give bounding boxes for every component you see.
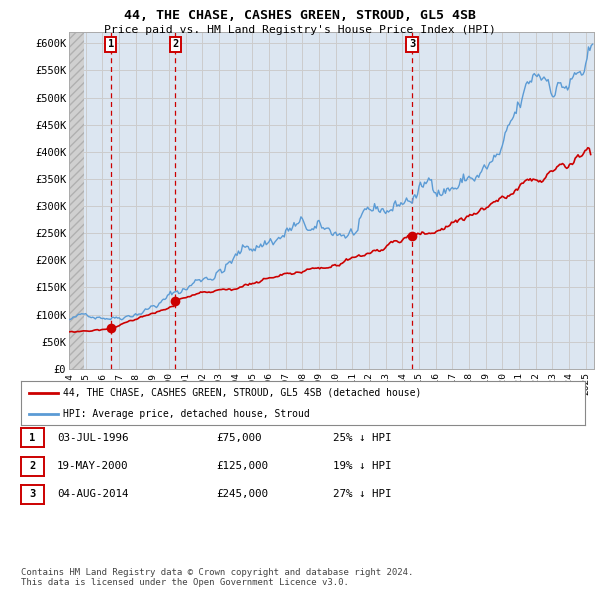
Text: 44, THE CHASE, CASHES GREEN, STROUD, GL5 4SB (detached house): 44, THE CHASE, CASHES GREEN, STROUD, GL5… <box>64 388 422 398</box>
Text: Price paid vs. HM Land Registry's House Price Index (HPI): Price paid vs. HM Land Registry's House … <box>104 25 496 35</box>
Text: 25% ↓ HPI: 25% ↓ HPI <box>333 433 392 442</box>
Bar <box>69 32 84 369</box>
Text: £245,000: £245,000 <box>216 490 268 499</box>
Text: 19-MAY-2000: 19-MAY-2000 <box>57 461 128 471</box>
Text: HPI: Average price, detached house, Stroud: HPI: Average price, detached house, Stro… <box>64 409 310 419</box>
Text: 27% ↓ HPI: 27% ↓ HPI <box>333 490 392 499</box>
Text: Contains HM Land Registry data © Crown copyright and database right 2024.
This d: Contains HM Land Registry data © Crown c… <box>21 568 413 587</box>
Text: 2: 2 <box>29 461 35 471</box>
Text: 1: 1 <box>29 433 35 442</box>
Text: 03-JUL-1996: 03-JUL-1996 <box>57 433 128 442</box>
Text: £125,000: £125,000 <box>216 461 268 471</box>
Text: 2: 2 <box>172 39 178 49</box>
Text: 19% ↓ HPI: 19% ↓ HPI <box>333 461 392 471</box>
Text: 1: 1 <box>107 39 114 49</box>
Text: 44, THE CHASE, CASHES GREEN, STROUD, GL5 4SB: 44, THE CHASE, CASHES GREEN, STROUD, GL5… <box>124 9 476 22</box>
Text: 3: 3 <box>29 490 35 499</box>
Text: 04-AUG-2014: 04-AUG-2014 <box>57 490 128 499</box>
Text: 3: 3 <box>409 39 415 49</box>
Text: £75,000: £75,000 <box>216 433 262 442</box>
